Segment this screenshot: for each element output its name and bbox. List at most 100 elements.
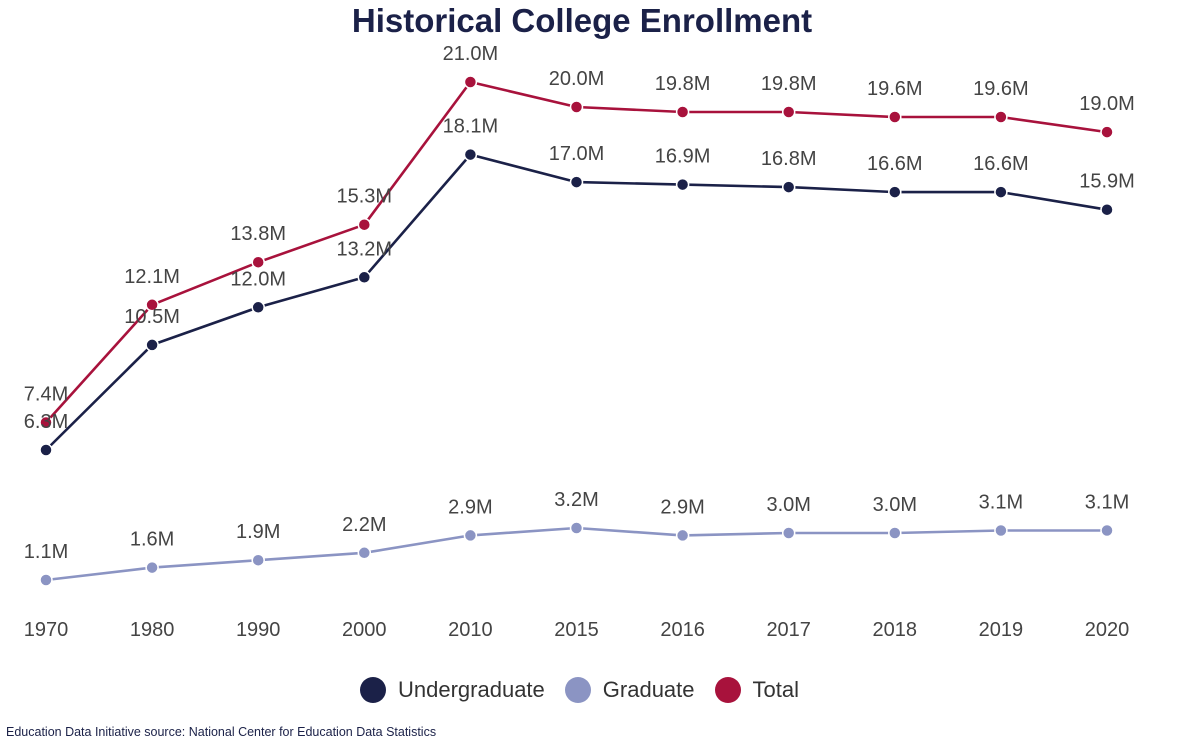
data-point-total-2015 xyxy=(569,100,584,114)
data-label-undergraduate-2010: 18.1M xyxy=(443,116,499,138)
x-tick-label-2015: 2015 xyxy=(554,619,599,641)
series-line-undergraduate xyxy=(44,153,1109,452)
data-point-undergraduate-2015 xyxy=(569,175,584,189)
x-tick-label-2017: 2017 xyxy=(766,619,811,641)
data-label-total-1970: 7.4M xyxy=(24,384,68,406)
data-point-total-2019 xyxy=(994,110,1008,124)
data-labels-total: 7.4M 12.1M 13.8M 15.3M 21.0M 20.0M 19.8M 19.8M 1… xyxy=(24,43,1135,406)
series-line-graduate xyxy=(44,526,1109,582)
data-label-graduate-2000: 2.2M xyxy=(342,514,386,536)
data-label-graduate-1970: 1.1M xyxy=(24,541,68,563)
chart-title: Historical College Enrollment xyxy=(351,2,813,39)
data-label-graduate-1990: 1.9M xyxy=(236,521,280,543)
data-point-total-1990 xyxy=(251,255,265,269)
data-point-undergraduate-2020 xyxy=(1100,202,1114,217)
data-label-graduate-2018: 3.0M xyxy=(873,494,917,516)
data-point-graduate-2016 xyxy=(675,528,690,543)
data-label-graduate-2017: 3.0M xyxy=(766,494,810,516)
data-point-undergraduate-2019 xyxy=(994,185,1008,199)
data-point-total-2016 xyxy=(675,105,690,119)
data-label-graduate-1980: 1.6M xyxy=(130,529,174,551)
data-label-undergraduate-1980: 10.5M xyxy=(124,306,180,328)
series-graduate xyxy=(39,521,1114,587)
data-point-undergraduate-1980 xyxy=(145,338,159,352)
data-label-total-2020: 19.0M xyxy=(1079,93,1135,115)
data-point-undergraduate-2010 xyxy=(463,147,478,162)
data-label-graduate-2016: 2.9M xyxy=(660,496,704,518)
data-label-undergraduate-2000: 13.2M xyxy=(337,238,393,260)
legend-label-undergraduate: Undergraduate xyxy=(398,677,545,702)
series-total xyxy=(39,75,1114,430)
x-tick-label-2000: 2000 xyxy=(342,619,387,641)
data-label-total-2016: 19.8M xyxy=(655,73,711,95)
data-point-graduate-2015 xyxy=(569,521,584,535)
data-label-undergraduate-2016: 16.9M xyxy=(655,146,711,168)
data-point-undergraduate-1990 xyxy=(251,300,265,315)
x-tick-label-1970: 1970 xyxy=(24,619,69,641)
data-point-graduate-1990 xyxy=(251,553,265,567)
data-label-undergraduate-2018: 16.6M xyxy=(867,153,923,175)
x-tick-label-1990: 1990 xyxy=(236,619,281,641)
data-label-undergraduate-2020: 15.9M xyxy=(1079,171,1135,193)
data-label-total-2015: 20.0M xyxy=(549,68,605,90)
data-point-undergraduate-2016 xyxy=(675,177,690,192)
data-point-total-2010 xyxy=(463,75,478,89)
data-label-undergraduate-2019: 16.6M xyxy=(973,153,1029,175)
data-label-total-1980: 12.1M xyxy=(124,266,180,288)
series-undergraduate xyxy=(39,147,1114,457)
data-label-graduate-2019: 3.1M xyxy=(979,492,1023,514)
x-axis-tick-labels: 1970 1980 1990 2000 2010 2015 2016 2017 2018 2019… xyxy=(24,619,1130,641)
source-note: Education Data Initiative source: Nation… xyxy=(6,725,437,739)
data-point-graduate-2000 xyxy=(357,546,372,560)
data-point-graduate-2019 xyxy=(994,523,1008,538)
legend-label-total: Total xyxy=(752,677,799,702)
x-tick-label-2016: 2016 xyxy=(660,619,705,641)
legend-item-total[interactable]: Total xyxy=(714,677,799,703)
data-label-undergraduate-1990: 12.0M xyxy=(230,268,286,290)
data-label-total-2000: 15.3M xyxy=(337,186,393,208)
data-label-graduate-2015: 3.2M xyxy=(554,489,598,511)
data-label-total-2019: 19.6M xyxy=(973,78,1029,100)
legend-item-undergraduate[interactable]: Undergraduate xyxy=(360,677,545,703)
data-point-total-1980 xyxy=(145,298,159,312)
x-tick-label-2020: 2020 xyxy=(1085,619,1130,641)
data-point-undergraduate-2018 xyxy=(888,185,902,199)
data-label-total-2010: 21.0M xyxy=(443,43,499,65)
data-point-total-2017 xyxy=(781,105,796,119)
data-label-total-1990: 13.8M xyxy=(230,223,286,245)
data-point-total-1970 xyxy=(39,415,53,430)
data-label-total-2018: 19.6M xyxy=(867,78,923,100)
x-tick-label-1980: 1980 xyxy=(130,619,175,641)
data-point-graduate-2020 xyxy=(1100,523,1114,538)
data-point-graduate-1980 xyxy=(145,560,159,575)
data-point-total-2020 xyxy=(1100,125,1114,139)
legend-label-graduate: Graduate xyxy=(602,677,695,702)
legend-swatch-total xyxy=(714,677,741,703)
x-tick-label-2010: 2010 xyxy=(448,619,493,641)
data-label-undergraduate-2017: 16.8M xyxy=(761,148,817,170)
data-point-graduate-1970 xyxy=(39,573,53,587)
data-point-total-2000 xyxy=(357,217,372,232)
data-point-graduate-2010 xyxy=(463,528,478,543)
data-labels-graduate: 1.1M 1.6M 1.9M 2.2M 2.9M 3.2M 2.9M 3.0M 3.0M 3.1M… xyxy=(24,489,1129,563)
data-label-undergraduate-1970: 6.3M xyxy=(24,411,68,433)
data-point-graduate-2018 xyxy=(888,526,902,540)
data-label-undergraduate-2015: 17.0M xyxy=(549,143,605,165)
x-tick-label-2018: 2018 xyxy=(873,619,918,641)
legend-swatch-graduate xyxy=(564,677,591,703)
data-point-undergraduate-2017 xyxy=(781,180,796,194)
legend-swatch-undergraduate xyxy=(360,677,386,703)
data-point-graduate-2017 xyxy=(781,526,796,540)
x-tick-label-2019: 2019 xyxy=(979,619,1024,641)
data-labels-undergraduate: 6.3M 10.5M 12.0M 13.2M 18.1M 17.0M 16.9M 16.8M 1… xyxy=(24,116,1135,433)
data-label-graduate-2010: 2.9M xyxy=(448,496,492,518)
data-point-undergraduate-1970 xyxy=(39,443,53,457)
data-label-graduate-2020: 3.1M xyxy=(1085,492,1129,514)
legend-item-graduate[interactable]: Graduate xyxy=(564,677,695,703)
series-line-total xyxy=(44,80,1109,424)
chart-legend: Undergraduate Graduate Total xyxy=(360,676,819,704)
data-point-undergraduate-2000 xyxy=(357,270,372,285)
data-label-total-2017: 19.8M xyxy=(761,73,817,95)
